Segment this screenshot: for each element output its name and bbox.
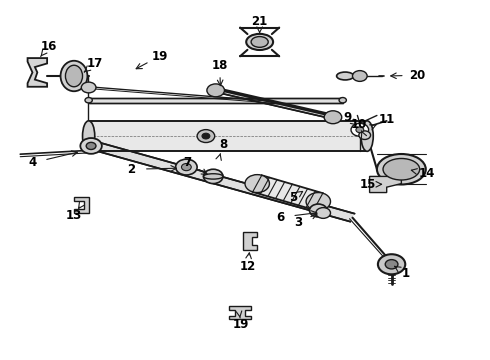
Text: 14: 14: [418, 167, 435, 180]
Polygon shape: [369, 176, 401, 193]
Text: 16: 16: [40, 40, 57, 53]
Text: 12: 12: [239, 260, 256, 273]
Text: 8: 8: [219, 138, 227, 151]
Ellipse shape: [377, 154, 426, 184]
Text: 6: 6: [276, 211, 284, 224]
Text: 13: 13: [66, 209, 82, 222]
Ellipse shape: [61, 61, 87, 91]
Circle shape: [86, 142, 96, 149]
Circle shape: [203, 169, 223, 184]
Ellipse shape: [203, 174, 223, 179]
Circle shape: [80, 138, 102, 154]
Text: 19: 19: [233, 318, 249, 331]
Circle shape: [81, 82, 96, 93]
Text: 4: 4: [28, 156, 37, 169]
Polygon shape: [27, 58, 47, 87]
Ellipse shape: [337, 72, 354, 80]
Ellipse shape: [383, 158, 419, 180]
Circle shape: [310, 204, 327, 217]
Circle shape: [356, 127, 364, 133]
Text: 7: 7: [183, 156, 192, 169]
Text: 20: 20: [409, 69, 425, 82]
Polygon shape: [216, 89, 333, 119]
Text: 17: 17: [86, 57, 102, 70]
Text: 2: 2: [127, 163, 136, 176]
Text: 3: 3: [294, 216, 302, 229]
Polygon shape: [89, 98, 343, 103]
Text: 15: 15: [360, 178, 376, 191]
Text: 1: 1: [402, 267, 410, 280]
Text: 21: 21: [251, 15, 268, 28]
Text: 5: 5: [289, 192, 297, 204]
Polygon shape: [89, 121, 367, 151]
Circle shape: [316, 208, 331, 219]
Circle shape: [175, 159, 197, 175]
Ellipse shape: [251, 37, 268, 47]
Text: 10: 10: [351, 118, 367, 131]
Ellipse shape: [246, 34, 273, 50]
Circle shape: [351, 123, 368, 136]
Circle shape: [378, 254, 405, 274]
Circle shape: [352, 71, 367, 81]
Ellipse shape: [361, 121, 373, 151]
Circle shape: [197, 130, 215, 143]
Circle shape: [359, 131, 370, 139]
Text: 19: 19: [151, 50, 168, 63]
Text: 18: 18: [211, 59, 228, 72]
Ellipse shape: [339, 98, 346, 103]
Text: 11: 11: [379, 113, 395, 126]
Ellipse shape: [82, 121, 95, 151]
Text: 9: 9: [343, 111, 352, 124]
Circle shape: [385, 260, 398, 269]
Polygon shape: [243, 232, 257, 250]
Circle shape: [202, 133, 210, 139]
Circle shape: [324, 111, 342, 124]
Polygon shape: [87, 140, 355, 222]
Circle shape: [181, 163, 191, 171]
Ellipse shape: [245, 175, 270, 193]
Circle shape: [207, 84, 224, 97]
Ellipse shape: [85, 98, 92, 103]
Ellipse shape: [66, 65, 82, 87]
Polygon shape: [229, 306, 251, 319]
Polygon shape: [74, 197, 89, 213]
Ellipse shape: [306, 193, 331, 211]
